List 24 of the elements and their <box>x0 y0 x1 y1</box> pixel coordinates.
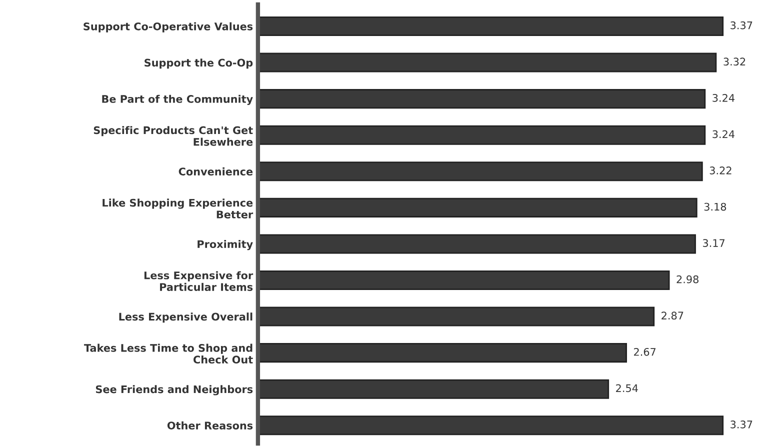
data-label: 3.24 <box>712 130 734 138</box>
data-label: 3.37 <box>730 21 752 30</box>
data-label: 2.87 <box>662 312 684 320</box>
y-tick-label: Other Reasons <box>167 421 253 430</box>
y-tick-label: Proximity <box>198 240 253 250</box>
y-tick-label: See Friends and Neighbors <box>96 385 253 396</box>
data-label: 3.32 <box>724 58 746 66</box>
y-tick-label: Convenience <box>178 167 253 176</box>
y-tick-label: Support the Co-Op <box>144 58 253 69</box>
y-tick-label: Like Shopping Experience Better <box>102 198 254 218</box>
data-label: 3.37 <box>730 420 752 428</box>
data-label: 2.98 <box>676 275 698 284</box>
y-tick-label: Be Part of the Community <box>102 94 253 106</box>
data-label: 2.54 <box>616 384 638 392</box>
y-tick-label: Specific Products Can't Get Elsewhere <box>94 126 253 146</box>
y-tick-label: Takes Less Time to Shop and Check Out <box>84 344 253 364</box>
y-tick-label: Less Expensive Overall <box>119 312 252 323</box>
data-label: 3.18 <box>704 202 726 211</box>
data-label: 3.17 <box>703 239 725 247</box>
data-label: 3.22 <box>710 166 732 174</box>
data-label: 2.67 <box>634 348 656 356</box>
y-tick-label: Support Co-Operative Values <box>84 22 253 32</box>
y-tick-label: Less Expensive for Particular Items <box>144 271 254 291</box>
data-label: 3.24 <box>712 94 734 102</box>
